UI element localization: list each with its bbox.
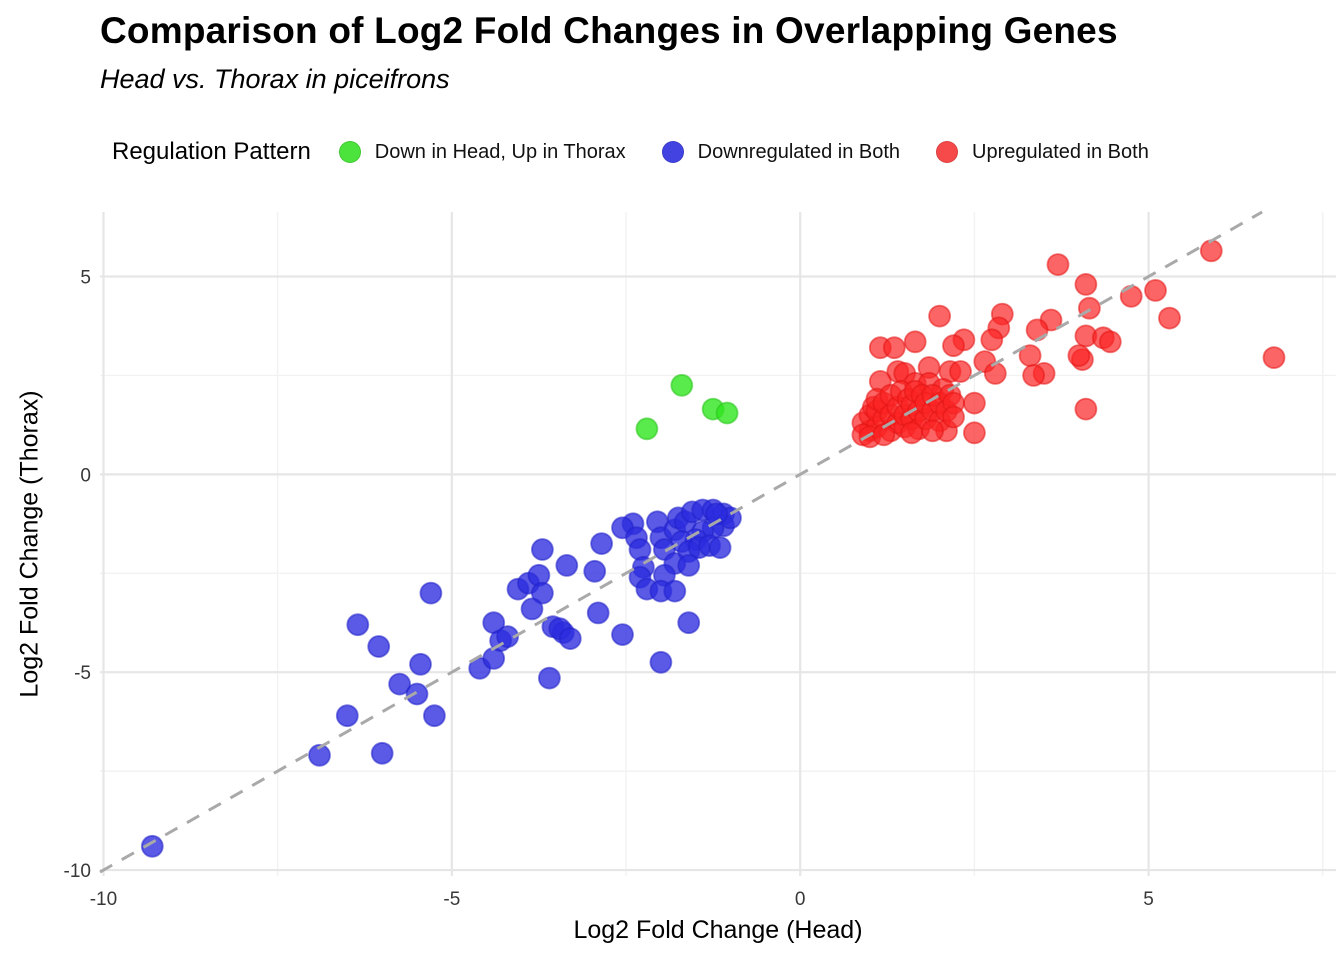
- series-upregulated-in-both: [851, 239, 1286, 449]
- data-point: [903, 330, 927, 354]
- series-down-in-head-up-in-thorax: [635, 373, 739, 441]
- data-point: [963, 421, 986, 445]
- data-point: [405, 682, 429, 706]
- x-tick-label: 0: [795, 889, 806, 910]
- data-point: [346, 613, 370, 637]
- data-point: [422, 704, 446, 728]
- data-point: [963, 391, 986, 415]
- data-point: [872, 423, 896, 447]
- data-point: [308, 743, 331, 767]
- data-point: [942, 405, 965, 429]
- axis-tick-labels: -10 -5 0 5 -10 -5 0 5: [64, 268, 1154, 910]
- grid: [100, 212, 1336, 876]
- data-point: [538, 666, 561, 690]
- data-point: [677, 611, 701, 635]
- data-point: [140, 834, 164, 858]
- data-point: [409, 652, 432, 676]
- legend: Regulation Pattern Down in Head, Up in T…: [112, 136, 1185, 168]
- data-point: [670, 373, 694, 397]
- x-tick-label: 5: [1143, 889, 1154, 910]
- y-tick-label: 0: [80, 465, 91, 486]
- data-point: [983, 361, 1007, 385]
- data-point: [949, 360, 972, 383]
- identity-reference-line: [99, 210, 1263, 874]
- chart-subtitle: Head vs. Thorax in piceifrons: [100, 64, 450, 94]
- data-point: [611, 623, 634, 646]
- data-point: [649, 650, 673, 674]
- data-point: [531, 581, 554, 605]
- legend-item-label: Upregulated in Both: [972, 140, 1149, 163]
- data-point: [1022, 363, 1045, 387]
- legend-item-down-head-up-thorax: Down in Head, Up in Thorax: [338, 140, 626, 164]
- legend-item-label: Downregulated in Both: [697, 140, 901, 163]
- data-point: [1074, 397, 1098, 421]
- y-tick-label: -10: [64, 861, 91, 882]
- data-point: [583, 559, 607, 583]
- y-tick-label: -5: [74, 663, 91, 684]
- data-point: [558, 627, 582, 650]
- y-tick-label: 5: [80, 268, 91, 289]
- data-point: [1074, 272, 1098, 296]
- data-point: [419, 581, 443, 605]
- chart-title: Comparison of Log2 Fold Changes in Overl…: [100, 10, 1118, 51]
- data-point: [1262, 346, 1286, 370]
- data-point: [942, 334, 965, 358]
- series-downregulated-in-both: [140, 498, 742, 858]
- data-point: [555, 554, 579, 577]
- data-point: [1144, 278, 1167, 302]
- legend-item-label: Down in Head, Up in Thorax: [374, 140, 626, 163]
- data-point: [715, 401, 739, 425]
- blue-dot-icon: [661, 141, 684, 163]
- x-tick-label: -5: [443, 889, 460, 910]
- data-point: [1067, 344, 1091, 368]
- data-point: [1158, 306, 1181, 330]
- data-point: [1199, 239, 1223, 263]
- data-point: [980, 328, 1004, 352]
- data-point: [335, 704, 359, 728]
- data-point: [388, 672, 412, 696]
- data-point: [900, 421, 924, 445]
- data-point: [708, 536, 732, 559]
- data-point: [370, 741, 394, 765]
- data-point: [586, 601, 610, 625]
- data-point: [635, 417, 659, 441]
- data-point: [677, 554, 701, 577]
- data-point: [663, 579, 687, 603]
- data-point: [1098, 330, 1122, 354]
- legend-item-upregulated-both: Upregulated in Both: [936, 141, 1149, 164]
- data-point: [520, 597, 544, 621]
- x-axis-title: Log2 Fold Change (Head): [573, 916, 863, 944]
- y-axis-title: Log2 Fold Change (Thorax): [15, 390, 44, 698]
- legend-title: Regulation Pattern: [112, 138, 311, 165]
- data-point: [1046, 253, 1070, 277]
- x-tick-label: -10: [90, 889, 117, 910]
- legend-item-downregulated-both: Downregulated in Both: [661, 140, 901, 164]
- green-dot-icon: [338, 141, 361, 163]
- data-point: [367, 635, 391, 658]
- data-point: [921, 419, 944, 443]
- red-dot-icon: [936, 141, 959, 163]
- data-point: [882, 336, 906, 360]
- data-point: [590, 532, 613, 555]
- data-point: [531, 538, 554, 561]
- data-point: [928, 304, 951, 328]
- data-point: [705, 502, 728, 526]
